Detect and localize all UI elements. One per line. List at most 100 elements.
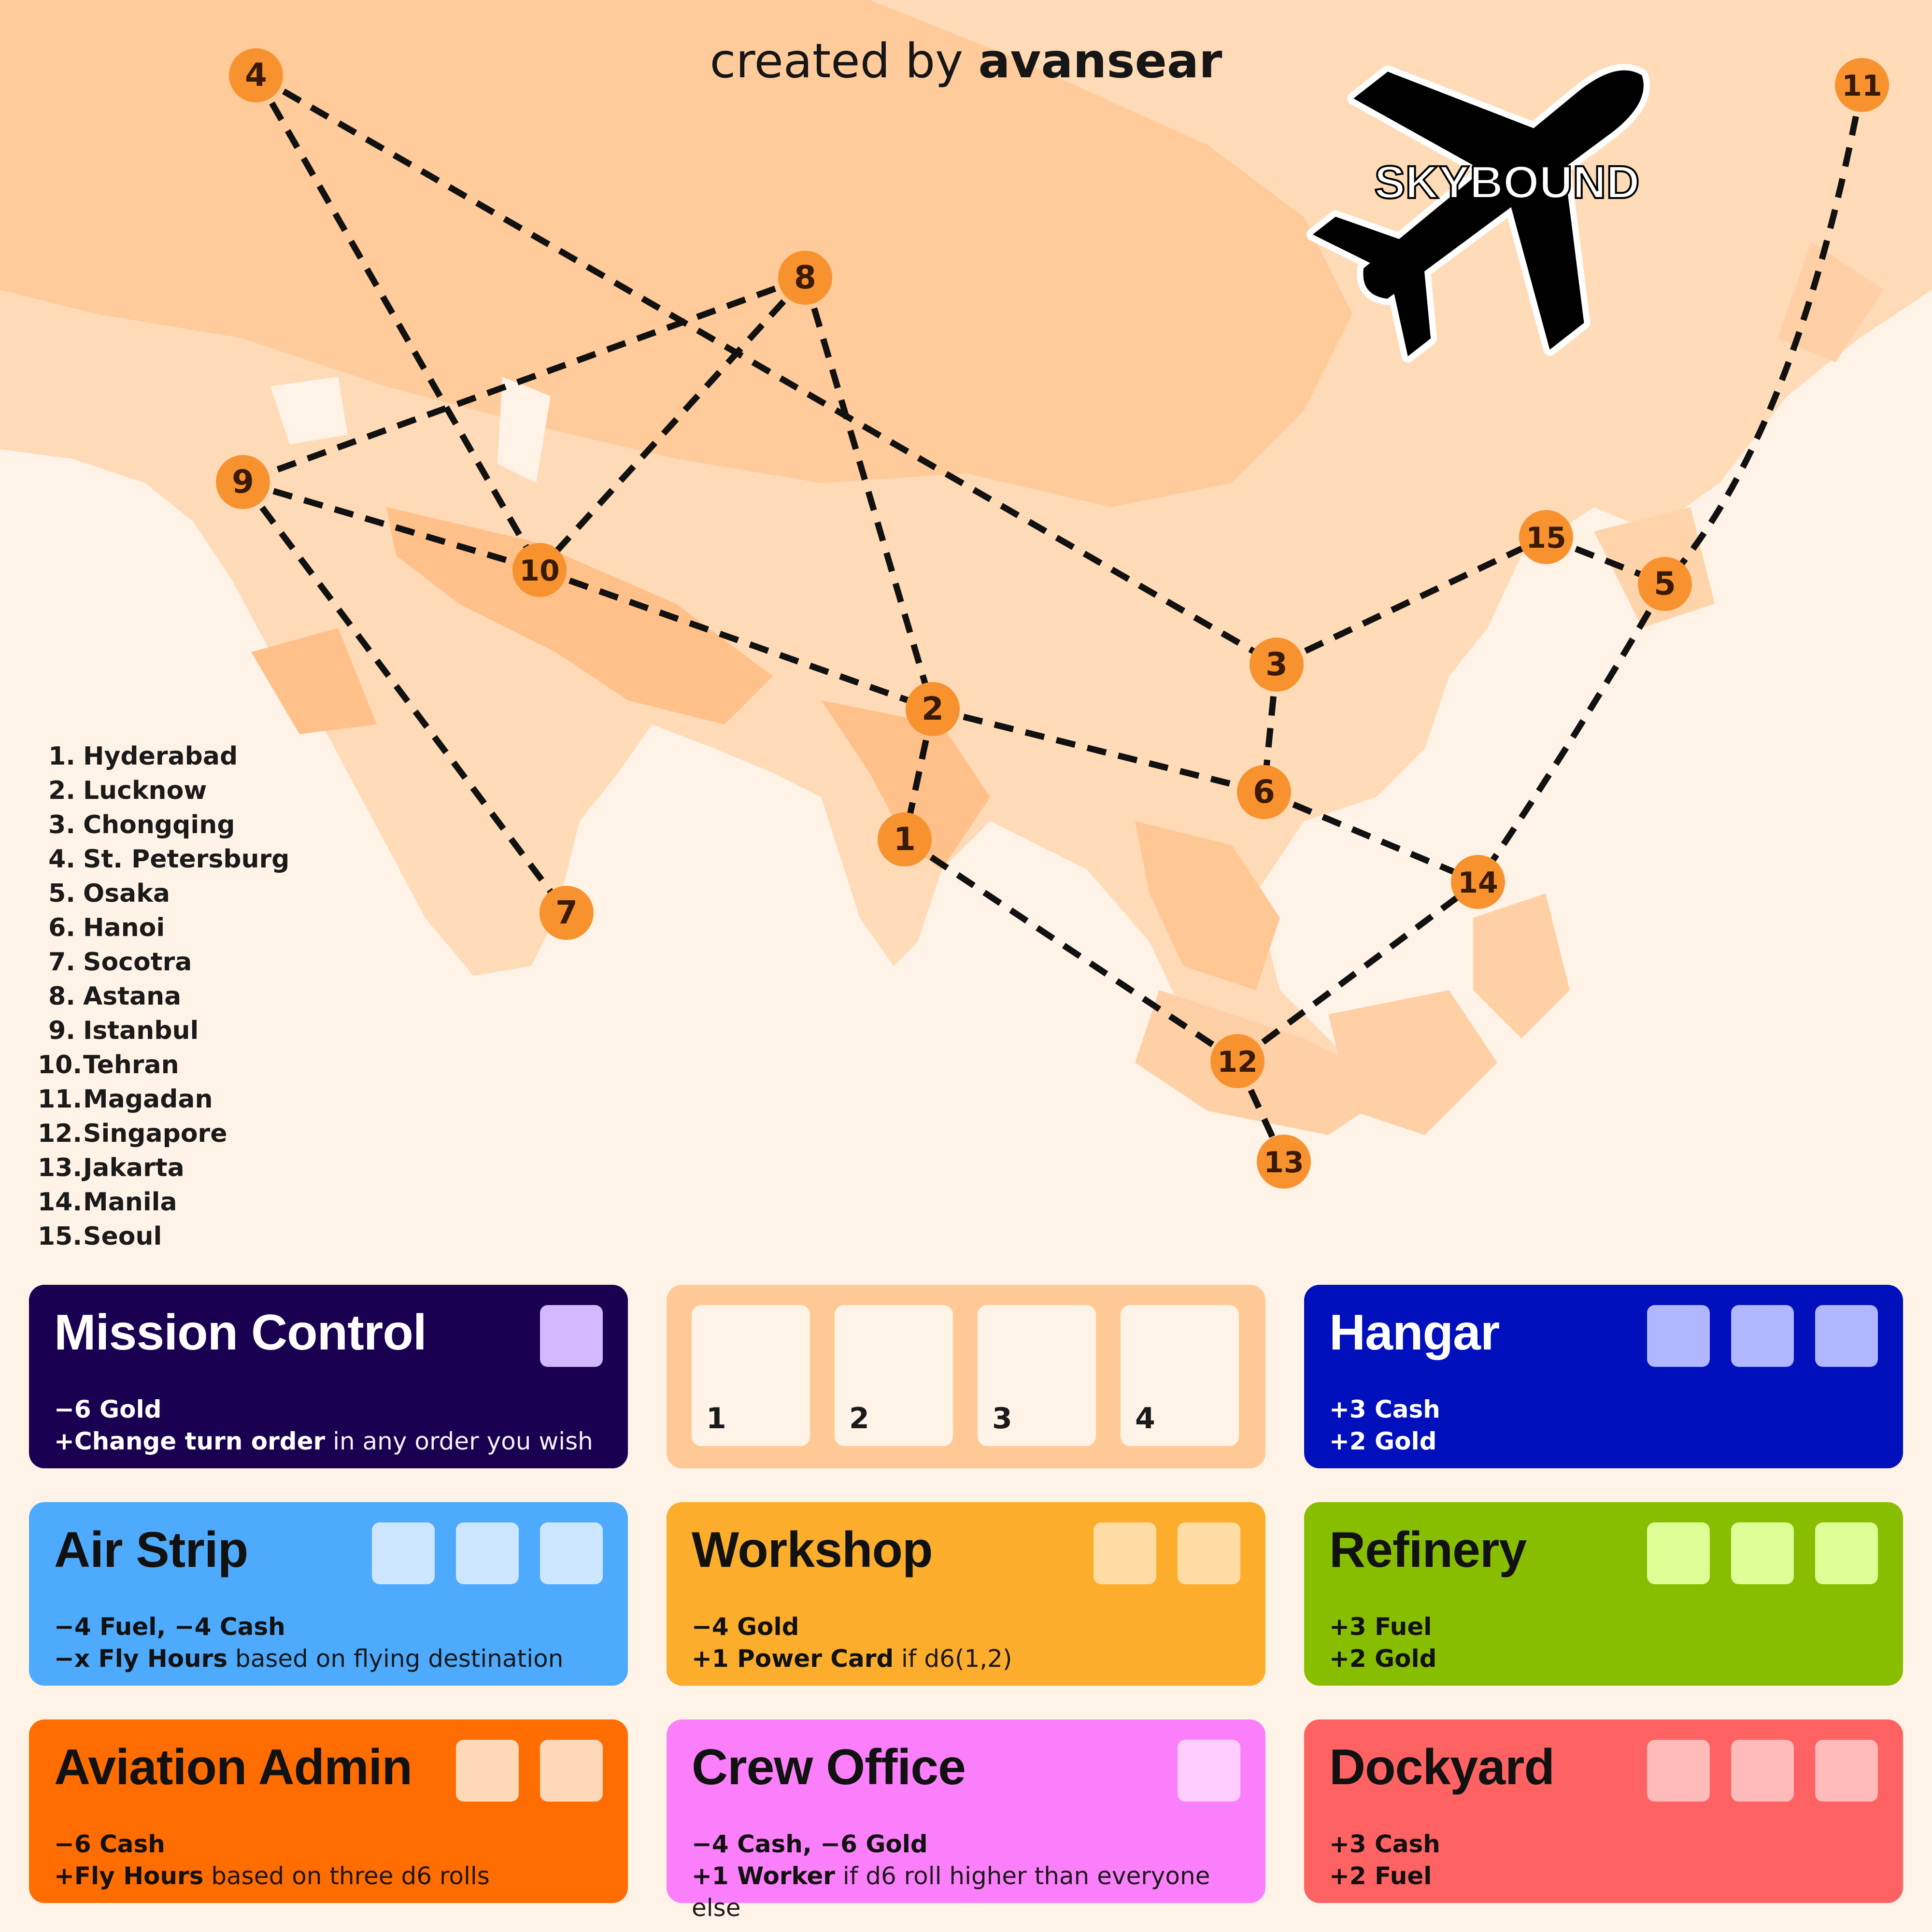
city-node-label: 13: [1264, 1146, 1304, 1179]
worker-slot[interactable]: [1178, 1740, 1240, 1802]
worker-slot[interactable]: [456, 1740, 519, 1802]
city-legend-item: 2. Lucknow: [38, 773, 289, 808]
city-node-label: 12: [1217, 1045, 1258, 1079]
route-line: [242, 479, 540, 573]
city-node-label: 6: [1253, 773, 1275, 810]
worker-slot[interactable]: [456, 1522, 519, 1584]
route-line: [538, 567, 934, 712]
city-node-3[interactable]: 3: [1250, 638, 1304, 692]
turn-slot-label: 1: [706, 1402, 726, 1435]
card-dockyard[interactable]: Dockyard +3 Cash +2 Fuel: [1304, 1719, 1903, 1903]
card-title: Workshop: [692, 1522, 933, 1578]
card-title: Aviation Admin: [54, 1739, 412, 1795]
city-legend-item: 1. Hyderabad: [38, 739, 289, 773]
city-node-14[interactable]: 14: [1451, 855, 1505, 909]
city-node-circle: [1250, 638, 1304, 692]
city-name: Hanoi: [83, 913, 165, 942]
card-effects: +3 Cash +2 Fuel: [1329, 1828, 1440, 1892]
city-node-9[interactable]: 9: [216, 455, 270, 509]
card-crew-office[interactable]: Crew Office −4 Cash, −6 Gold +1 Worker i…: [667, 1719, 1265, 1922]
city-node-10[interactable]: 10: [512, 543, 567, 597]
turn-order-track: 1 2 3 4: [667, 1285, 1265, 1468]
city-number: 7.: [48, 947, 75, 977]
effect-note: based on three d6 rolls: [203, 1862, 490, 1890]
card-workshop[interactable]: Workshop −4 Gold +1 Power Card if d6(1,2…: [667, 1502, 1265, 1686]
city-node-label: 9: [232, 463, 254, 500]
worker-slot[interactable]: [540, 1305, 603, 1367]
card-hangar[interactable]: Hangar +3 Cash +2 Gold: [1304, 1285, 1903, 1468]
effect-gain: +2 Gold: [1329, 1427, 1437, 1455]
city-node-15[interactable]: 15: [1519, 510, 1573, 564]
effect-gain: +1 Worker: [692, 1862, 835, 1890]
worker-slot[interactable]: [540, 1522, 603, 1584]
route-line: [242, 274, 807, 485]
effect-gain: +2 Fuel: [1329, 1862, 1432, 1890]
worker-slot[interactable]: [1647, 1522, 1710, 1584]
city-number: 8.: [48, 981, 75, 1011]
city-node-label: 4: [245, 57, 267, 94]
card-refinery[interactable]: Refinery +3 Fuel +2 Gold: [1304, 1502, 1903, 1686]
city-node-13[interactable]: 13: [1257, 1135, 1311, 1189]
city-name: Seoul: [83, 1222, 162, 1251]
city-node-2[interactable]: 2: [906, 682, 960, 736]
worker-slot[interactable]: [1815, 1522, 1878, 1584]
turn-slot-1[interactable]: 1: [692, 1305, 810, 1446]
city-node-circle: [229, 48, 283, 102]
card-effects: +3 Fuel +2 Gold: [1329, 1611, 1436, 1675]
worker-slot[interactable]: [372, 1522, 435, 1584]
turn-slot-4[interactable]: 4: [1121, 1305, 1239, 1446]
effect-cost: −4 Fuel, −4 Cash: [54, 1613, 285, 1641]
city-legend-item: 10. Tehran: [38, 1048, 289, 1082]
turn-slot-2[interactable]: 2: [835, 1305, 953, 1446]
card-effects: −4 Cash, −6 Gold +1 Worker if d6 roll hi…: [692, 1828, 1265, 1924]
card-air-strip[interactable]: Air Strip −4 Fuel, −4 Cash −x Fly Hours …: [29, 1502, 628, 1686]
city-node-circle: [1257, 1135, 1311, 1189]
city-node-circle: [540, 886, 594, 940]
worker-slot[interactable]: [1815, 1740, 1878, 1802]
worker-slot[interactable]: [1094, 1522, 1156, 1584]
effect-gain: +3 Cash: [1329, 1395, 1440, 1423]
worker-slot[interactable]: [1647, 1305, 1710, 1367]
city-number: 15.: [38, 1222, 83, 1251]
card-title: Air Strip: [54, 1522, 248, 1578]
city-number: 1.: [48, 741, 75, 771]
city-node-circle: [878, 812, 932, 867]
worker-slot[interactable]: [1731, 1740, 1794, 1802]
city-number: 12.: [38, 1119, 83, 1148]
card-effects: +3 Cash +2 Gold: [1329, 1393, 1440, 1457]
city-number: 13.: [38, 1153, 83, 1182]
worker-slot[interactable]: [1647, 1740, 1710, 1802]
city-number: 9.: [48, 1016, 75, 1045]
landmass: [0, 0, 1932, 1135]
city-node-8[interactable]: 8: [778, 251, 832, 305]
city-node-label: 7: [555, 894, 578, 931]
worker-slot[interactable]: [1815, 1305, 1878, 1367]
city-node-4[interactable]: 4: [229, 48, 283, 102]
card-effects: −6 Gold +Change turn order in any order …: [54, 1393, 593, 1457]
card-effects: −4 Gold +1 Power Card if d6(1,2): [692, 1611, 1012, 1675]
credit-prefix: created by: [710, 34, 964, 89]
city-node-5[interactable]: 5: [1638, 557, 1692, 611]
turn-slot-label: 2: [849, 1402, 869, 1435]
city-legend-item: 12. Singapore: [38, 1116, 289, 1151]
city-legend-item: 15. Seoul: [38, 1219, 289, 1253]
card-mission-control[interactable]: Mission Control −6 Gold +Change turn ord…: [29, 1285, 628, 1468]
city-node-12[interactable]: 12: [1210, 1034, 1264, 1088]
city-legend-item: 3. Chongqing: [38, 808, 289, 842]
worker-slot[interactable]: [1731, 1305, 1794, 1367]
city-node-7[interactable]: 7: [540, 886, 594, 940]
city-node-label: 1: [894, 821, 916, 858]
city-node-6[interactable]: 6: [1237, 765, 1291, 819]
city-name: Hyderabad: [83, 741, 238, 771]
turn-slot-3[interactable]: 3: [978, 1305, 1096, 1446]
effect-cost: −6 Cash: [54, 1830, 165, 1858]
city-name: Manila: [83, 1187, 177, 1217]
city-number: 4.: [48, 844, 75, 874]
worker-slot[interactable]: [1178, 1522, 1240, 1584]
worker-slot[interactable]: [540, 1740, 603, 1802]
city-node-1[interactable]: 1: [878, 812, 932, 867]
card-aviation-admin[interactable]: Aviation Admin −6 Cash +Fly Hours based …: [29, 1719, 628, 1903]
worker-slot[interactable]: [1731, 1522, 1794, 1584]
city-node-11[interactable]: 11: [1835, 58, 1889, 112]
